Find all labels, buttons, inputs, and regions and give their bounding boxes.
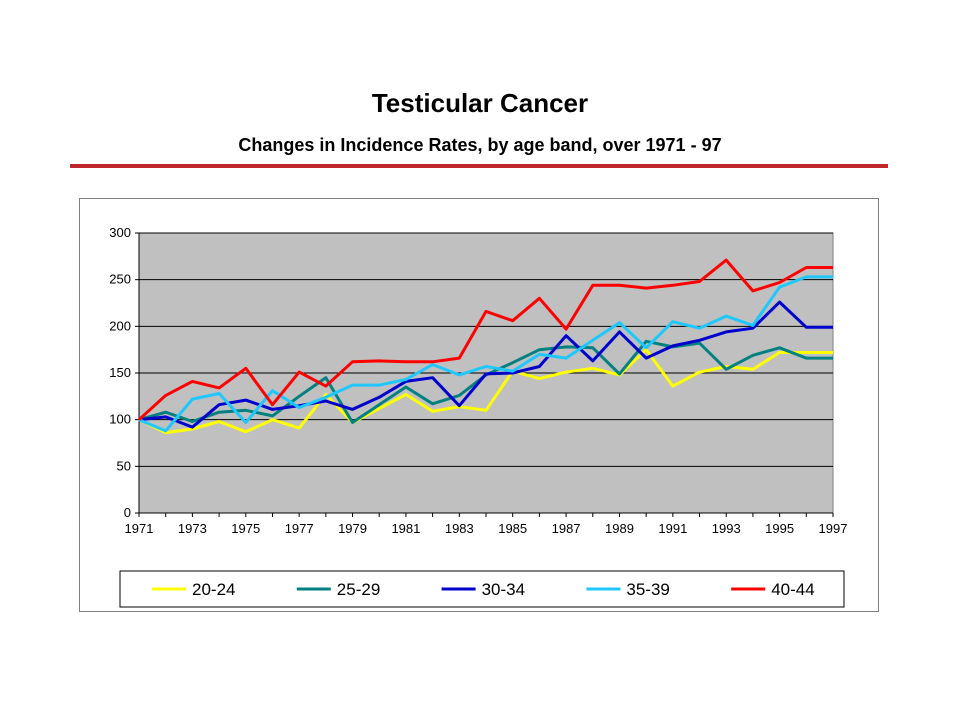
x-tick-label: 1985 xyxy=(498,521,527,536)
series-line-30-34 xyxy=(138,300,833,429)
legend-box xyxy=(119,570,845,608)
x-tick-label: 1997 xyxy=(819,521,848,536)
y-tick-label: 50 xyxy=(117,458,131,473)
x-tick-label: 1987 xyxy=(552,521,581,536)
y-tick-label: 200 xyxy=(109,318,131,333)
y-tick-label: 300 xyxy=(109,225,131,240)
title-divider xyxy=(70,164,888,168)
x-tick-label: 1993 xyxy=(712,521,741,536)
legend-label: 40-44 xyxy=(771,580,814,599)
series-line-40-44 xyxy=(137,258,833,421)
legend-label: 35-39 xyxy=(626,580,669,599)
x-tick-label: 1981 xyxy=(391,521,420,536)
legend-label: 25-29 xyxy=(337,580,380,599)
chart-subtitle: Changes in Incidence Rates, by age band,… xyxy=(238,135,722,155)
x-tick-label: 1989 xyxy=(605,521,634,536)
x-tick-label: 1979 xyxy=(338,521,367,536)
y-tick-label: 0 xyxy=(124,505,131,520)
x-tick-label: 1983 xyxy=(445,521,474,536)
x-tick-label: 1971 xyxy=(125,521,154,536)
x-tick-label: 1977 xyxy=(285,521,314,536)
y-tick-label: 150 xyxy=(109,365,131,380)
series-line-20-24 xyxy=(138,348,833,435)
chart-title: Testicular Cancer xyxy=(371,88,589,118)
x-tick-label: 1975 xyxy=(231,521,260,536)
line-chart: 0 50 100 150 200 250 300 1971 1973 1975 1977 1979 19… xyxy=(109,225,848,608)
y-tick-label: 100 xyxy=(109,412,131,427)
y-tick-label: 250 xyxy=(109,272,131,287)
series-line-35-39 xyxy=(138,275,833,433)
x-tick-label: 1995 xyxy=(765,521,794,536)
x-tick-label: 1973 xyxy=(178,521,207,536)
x-tick-label: 1991 xyxy=(658,521,687,536)
chart-area: 0 50 100 150 200 250 300 1971 1973 1975 1977 1979 19… xyxy=(79,198,879,612)
legend-label: 30-34 xyxy=(482,580,525,599)
legend-label: 20-24 xyxy=(192,580,235,599)
